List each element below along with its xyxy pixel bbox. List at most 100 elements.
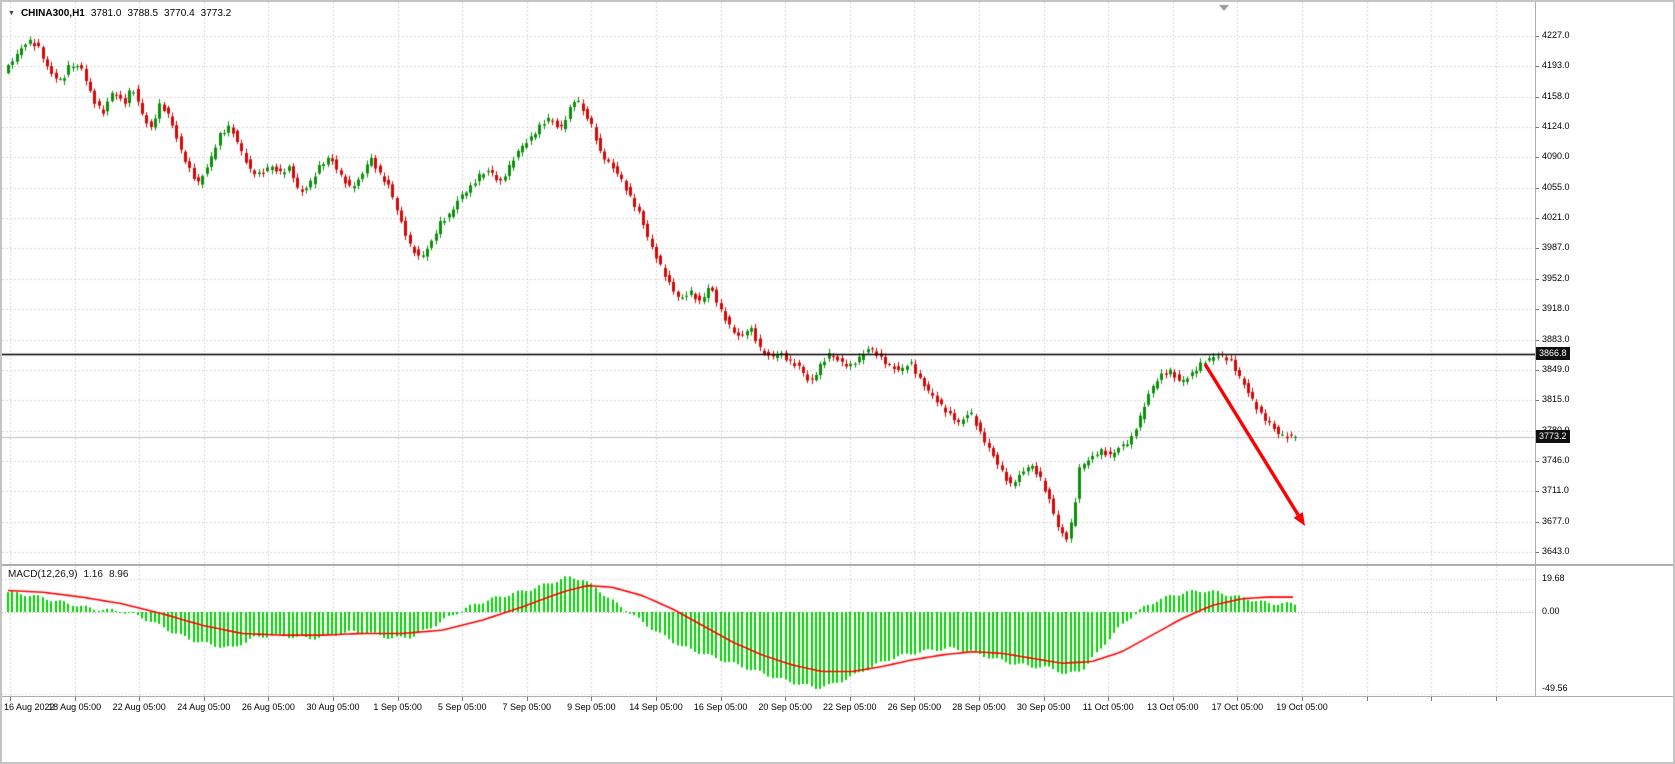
panel-separator[interactable] xyxy=(2,564,1673,566)
price-axis-tick xyxy=(1535,521,1539,523)
price-axis-tick xyxy=(1535,309,1539,311)
time-axis-tick xyxy=(139,697,141,701)
time-axis-tick xyxy=(397,697,399,701)
ohlc-close: 3773.2 xyxy=(200,8,232,19)
ohlc-high: 3788.5 xyxy=(127,8,159,19)
price-axis-label: 4021.0 xyxy=(1542,212,1570,223)
time-axis-tick xyxy=(203,697,205,701)
symbol-name: CHINA300,H1 xyxy=(20,8,85,19)
time-axis-tick xyxy=(656,697,657,701)
time-axis-label: 7 Sep 05:00 xyxy=(502,702,552,712)
hline-price-tag[interactable]: 3866.8 xyxy=(1536,347,1570,361)
symbol-dropdown-icon[interactable]: ▼ xyxy=(8,10,15,17)
time-axis-tick xyxy=(979,697,980,701)
price-axis-label: 4158.0 xyxy=(1542,90,1570,101)
time-axis-tick xyxy=(74,697,76,701)
time-axis-label: 26 Sep 05:00 xyxy=(887,702,942,712)
time-axis[interactable]: 16 Aug 2022 18 Aug 05:00 22 Aug 05:00 24 Au… xyxy=(2,697,1673,721)
trend-arrow[interactable] xyxy=(2,2,1535,564)
axis-separator xyxy=(1535,2,1536,696)
time-axis-label: 14 Sep 05:00 xyxy=(629,702,683,712)
time-axis-label: 30 Sep 05:00 xyxy=(1016,702,1071,712)
price-axis-label: 3815.0 xyxy=(1542,394,1570,405)
price-axis-tick xyxy=(1535,339,1539,341)
time-axis-tick xyxy=(1043,697,1045,701)
symbol-ohlc-label: ▼ CHINA300,H1 3781.0 3788.5 3770.4 3773.… xyxy=(8,8,231,19)
time-axis-tick xyxy=(1108,697,1110,701)
macd-axis-label: 0.00 xyxy=(1542,606,1560,616)
price-axis-tick xyxy=(1535,248,1539,250)
price-axis-label: 4124.0 xyxy=(1542,121,1570,132)
time-axis-tick xyxy=(1495,697,1497,701)
price-axis-tick xyxy=(1535,400,1539,402)
ohlc-low: 3770.4 xyxy=(164,8,195,19)
price-axis-label: 4090.0 xyxy=(1542,151,1570,162)
price-axis-tick xyxy=(1535,157,1539,159)
price-axis-tick xyxy=(1535,36,1539,37)
time-axis-tick xyxy=(720,697,722,701)
time-axis-tick xyxy=(1366,697,1368,701)
time-axis-label: 9 Sep 05:00 xyxy=(567,702,616,712)
price-axis-label: 3952.0 xyxy=(1542,272,1570,283)
time-axis-label: 16 Aug 2022 xyxy=(4,702,55,712)
time-axis-separator xyxy=(2,696,1673,697)
price-axis-tick xyxy=(1535,551,1539,553)
macd-value-main: 1.16 xyxy=(83,569,103,580)
price-axis-label: 4227.0 xyxy=(1542,30,1570,40)
price-axis-tick xyxy=(1535,491,1539,493)
time-axis-tick xyxy=(591,697,593,701)
time-axis-tick xyxy=(1237,697,1239,701)
macd-panel-canvas[interactable] xyxy=(2,566,1535,696)
time-axis-label: 22 Aug 05:00 xyxy=(112,702,166,712)
price-axis-label: 3780.0 xyxy=(1542,425,1570,435)
trend-arrow-head[interactable] xyxy=(1293,512,1305,526)
price-axis-label: 4193.0 xyxy=(1542,60,1570,71)
price-axis-tick xyxy=(1535,127,1539,129)
trend-arrow-shaft[interactable] xyxy=(1203,363,1300,516)
macd-axis-label: 19.68 xyxy=(1542,573,1565,584)
price-axis-label: 3711.0 xyxy=(1542,485,1569,496)
macd-value-signal: 8.96 xyxy=(108,569,129,580)
price-axis-tick xyxy=(1535,187,1539,189)
price-axis-label: 3746.0 xyxy=(1542,454,1570,465)
price-axis-label: 3677.0 xyxy=(1542,515,1570,526)
price-axis-tick xyxy=(1535,460,1539,462)
time-axis-label: 5 Sep 05:00 xyxy=(437,702,487,712)
time-axis-label: 22 Sep 05:00 xyxy=(823,702,877,712)
time-axis-tick xyxy=(10,697,11,701)
price-chart-canvas[interactable] xyxy=(2,2,1535,564)
time-axis-tick xyxy=(268,697,270,701)
macd-axis-label: -49.56 xyxy=(1542,683,1568,693)
time-axis-label: 28 Sep 05:00 xyxy=(952,702,1006,712)
time-axis-label: 13 Oct 05:00 xyxy=(1147,702,1199,712)
time-axis-tick xyxy=(462,697,464,701)
price-axis-tick xyxy=(1535,218,1539,220)
time-axis-tick xyxy=(914,697,916,701)
time-axis-label: 1 Sep 05:00 xyxy=(373,702,422,712)
time-axis-tick xyxy=(1172,697,1174,701)
time-axis-tick xyxy=(333,697,334,701)
time-axis-label: 26 Aug 05:00 xyxy=(241,702,295,712)
price-axis-label: 3643.0 xyxy=(1542,545,1570,556)
price-axis-label: 3918.0 xyxy=(1542,303,1570,314)
time-axis-label: 17 Oct 05:00 xyxy=(1211,702,1264,712)
price-axis-label: 3987.0 xyxy=(1542,242,1570,253)
time-axis-label: 16 Sep 05:00 xyxy=(693,702,748,712)
price-axis-tick xyxy=(1535,66,1539,68)
price-axis-tick xyxy=(1535,96,1539,98)
time-axis-tick xyxy=(1302,697,1303,701)
time-axis-label: 11 Oct 05:00 xyxy=(1082,702,1134,712)
price-axis-tick xyxy=(1535,278,1539,280)
time-axis-label: 18 Aug 05:00 xyxy=(48,702,102,712)
time-axis-tick xyxy=(526,697,528,701)
bid-price-tag: 3773.2 xyxy=(1536,429,1570,443)
time-axis-tick xyxy=(849,697,851,701)
price-axis-label: 4055.0 xyxy=(1542,181,1570,192)
time-axis-label: 24 Aug 05:00 xyxy=(177,702,231,712)
ohlc-open: 3781.0 xyxy=(90,8,122,19)
macd-indicator-label: MACD(12,26,9) 1.16 8.96 xyxy=(8,569,128,580)
price-axis-tick xyxy=(1535,369,1539,371)
price-axis-label: 3849.0 xyxy=(1542,363,1570,374)
time-axis-label: 19 Oct 05:00 xyxy=(1276,702,1328,712)
